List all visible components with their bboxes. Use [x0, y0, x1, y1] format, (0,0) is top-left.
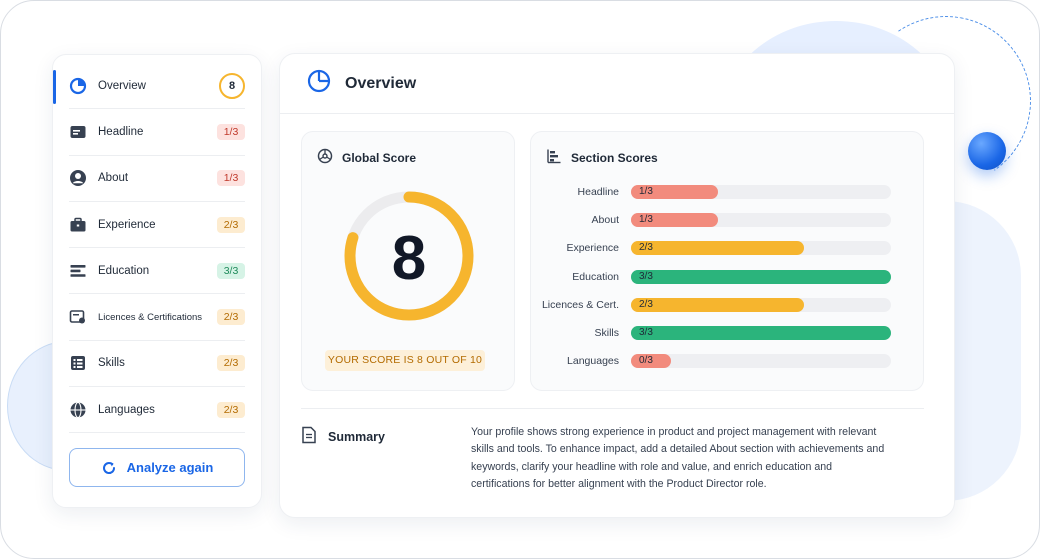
certificate-icon	[69, 308, 87, 326]
briefcase-icon	[69, 216, 87, 234]
pie-chart-icon	[69, 77, 87, 95]
sidebar-item-label: Languages	[98, 403, 155, 416]
user-circle-icon	[69, 169, 87, 187]
section-score-bar: 3/3	[631, 326, 891, 340]
bar-chart-icon	[546, 148, 562, 167]
section-score-label: Headline	[577, 186, 619, 198]
section-score-row: Education 3/3	[531, 269, 925, 285]
section-score-bar: 2/3	[631, 297, 805, 312]
score-ring-badge: 8	[219, 72, 245, 99]
section-score-bar: 1/3	[631, 213, 718, 228]
section-score-track: 0/3	[631, 354, 891, 369]
pie-chart-icon	[307, 69, 331, 98]
section-score-bar: 0/3	[631, 354, 671, 369]
education-list-icon	[69, 262, 87, 280]
refresh-icon	[101, 460, 117, 476]
sidebar-item-experience[interactable]: Experience 2/3	[69, 202, 245, 249]
section-score-value: 0/3	[639, 355, 653, 367]
section-score-label: About	[591, 214, 619, 227]
card-title-text: Section Scores	[571, 150, 658, 165]
divider	[301, 408, 924, 409]
score-caption: YOUR SCORE IS 8 OUT OF 10	[325, 350, 485, 371]
section-score-value: 2/3	[639, 242, 653, 254]
gauge-icon	[317, 148, 333, 167]
skills-list-icon	[69, 354, 87, 372]
sidebar-item-label: About	[98, 172, 129, 185]
section-score-value: 3/3	[639, 327, 653, 338]
section-scores-title: Section Scores	[546, 148, 658, 167]
section-score-label: Languages	[567, 355, 619, 368]
section-score-value: 2/3	[639, 298, 653, 310]
sidebar-item-overview[interactable]: Overview 8	[53, 63, 245, 110]
sidebar-item-licences-certifications[interactable]: Licences & Certifications 2/3	[69, 294, 245, 341]
score-badge: 2/3	[217, 355, 245, 372]
section-score-track: 3/3	[631, 326, 891, 340]
sidebar-item-label: Experience	[98, 218, 156, 231]
overview-panel: Overview Global Score 8 YOUR SCORE IS 8 …	[279, 53, 955, 518]
section-score-bar: 3/3	[631, 269, 891, 284]
section-score-row: Headline 1/3	[531, 184, 925, 200]
score-gauge-arc	[344, 191, 474, 321]
section-score-bar: 2/3	[631, 241, 805, 256]
section-score-track: 1/3	[631, 185, 891, 199]
headline-card-icon	[69, 123, 87, 141]
document-icon	[301, 426, 317, 447]
global-score-title: Global Score	[317, 148, 416, 167]
panel-header: Overview	[280, 54, 954, 114]
section-score-value: 1/3	[639, 214, 653, 226]
section-score-label: Education	[572, 270, 619, 283]
section-score-bar: 1/3	[631, 185, 718, 199]
summary-text: Your profile shows strong experience in …	[471, 426, 885, 490]
summary-title-text: Summary	[328, 429, 385, 444]
score-badge: 2/3	[217, 309, 245, 326]
decorative-ball	[968, 132, 1006, 170]
section-score-row: Licences & Cert. 2/3	[531, 297, 925, 313]
section-score-row: Skills 3/3	[531, 325, 925, 341]
sidebar-item-about[interactable]: About 1/3	[69, 156, 245, 202]
summary-title: Summary	[301, 426, 385, 447]
globe-icon	[69, 401, 87, 419]
sidebar-item-label: Education	[98, 264, 150, 277]
global-score-value: 8	[391, 224, 427, 293]
sidebar-item-label: Headline	[98, 125, 144, 138]
sidebar-item-education[interactable]: Education 3/3	[69, 248, 245, 295]
section-score-track: 1/3	[631, 213, 891, 228]
section-score-row: About 1/3	[531, 212, 925, 228]
section-score-track: 2/3	[631, 241, 891, 256]
section-score-track: 2/3	[631, 297, 891, 312]
sidebar-item-languages[interactable]: Languages 2/3	[69, 387, 245, 434]
sidebar-item-headline[interactable]: Headline 1/3	[69, 109, 245, 156]
score-badge: 3/3	[217, 262, 245, 279]
score-badge: 1/3	[217, 170, 245, 187]
section-score-value: 1/3	[639, 186, 653, 197]
section-score-track: 3/3	[631, 269, 891, 284]
sidebar-item-label: Licences & Certifications	[98, 311, 203, 323]
sidebar-item-label: Overview	[98, 79, 146, 92]
analyze-again-button[interactable]: Analyze again	[69, 448, 245, 487]
section-score-label: Skills	[594, 327, 619, 339]
section-score-label: Experience	[566, 242, 619, 255]
section-score-row: Experience 2/3	[531, 240, 925, 256]
sidebar: Overview 8 Headline 1/3 About 1/3 Experi…	[52, 54, 262, 508]
analyze-again-label: Analyze again	[126, 460, 214, 475]
score-gauge	[344, 191, 474, 321]
score-badge: 1/3	[217, 123, 245, 140]
score-badge: 2/3	[217, 401, 245, 418]
global-score-card: Global Score 8 YOUR SCORE IS 8 OUT OF 10	[301, 131, 515, 391]
score-badge: 2/3	[217, 216, 245, 233]
section-scores-card: Section Scores Headline 1/3 About 1/3 Experi…	[530, 131, 924, 391]
sidebar-item-label: Skills	[98, 357, 125, 370]
section-score-value: 3/3	[639, 270, 653, 282]
card-title-text: Global Score	[342, 150, 417, 165]
page-title: Overview	[345, 74, 417, 92]
section-score-row: Languages 0/3	[531, 353, 925, 369]
sidebar-item-skills[interactable]: Skills 2/3	[69, 341, 245, 388]
section-score-label: Licences & Cert.	[541, 298, 619, 311]
